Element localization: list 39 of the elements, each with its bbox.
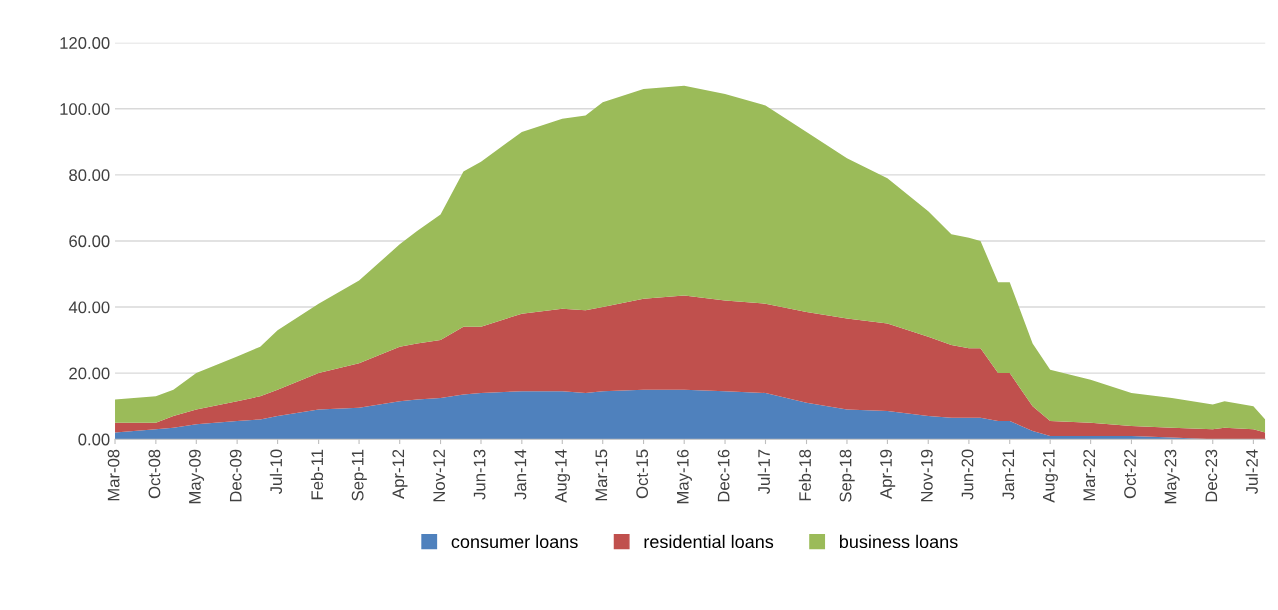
x-tick-label: Aug-21 (1042, 449, 1058, 503)
legend-label: business loans (839, 534, 958, 549)
x-tick-label: Oct-22 (1124, 449, 1136, 499)
x-tick-label: Feb-18 (798, 449, 811, 501)
x-tick-label: May-09 (188, 449, 205, 504)
x-tick-label: Jan-21 (1002, 449, 1015, 500)
x-tick-label: May-23 (1164, 449, 1180, 504)
y-tick-label: 100.00 (60, 103, 110, 115)
x-tick-label: Dec-23 (1205, 449, 1218, 502)
x-tick-label: Dec-09 (229, 449, 242, 502)
x-tick-label: Oct-15 (636, 449, 649, 499)
x-tick-label: Aug-14 (555, 449, 571, 503)
x-tick-label: Apr-19 (880, 449, 896, 499)
y-tick-label: 60.00 (69, 235, 110, 248)
x-tick-label: Apr-12 (392, 449, 408, 499)
x-tick-label: Mar-22 (1083, 449, 1096, 501)
x-tick-label: Sep-18 (839, 449, 855, 502)
x-tick-label: Dec-16 (717, 449, 730, 502)
x-tick-label: Jun-13 (473, 449, 486, 500)
x-tick-label: Oct-08 (148, 449, 161, 499)
x-tick-label: Sep-11 (351, 449, 367, 501)
x-tick-label: Jul-24 (1245, 449, 1258, 495)
y-tick-label: 0.00 (78, 433, 110, 446)
legend-label: consumer loans (451, 534, 578, 549)
x-tick-label: Mar-08 (107, 449, 120, 501)
x-tick-label: Jul-10 (269, 449, 283, 495)
x-tick-label: Nov-19 (920, 449, 933, 502)
y-tick-label: 40.00 (68, 301, 110, 314)
x-tick-label: Jan-14 (514, 449, 527, 500)
legend-label: residential loans (644, 534, 774, 549)
x-tick-label: Mar-15 (595, 449, 608, 501)
x-tick-label: Feb-11 (310, 449, 324, 500)
y-tick-label: 80.00 (69, 169, 110, 182)
x-tick-label: Jul-17 (757, 449, 770, 495)
y-tick-label: 120.00 (60, 37, 110, 49)
x-tick-label: Nov-12 (433, 449, 446, 502)
x-tick-label: Jun-20 (961, 449, 974, 500)
y-tick-label: 20.00 (69, 367, 110, 380)
x-tick-label: May-16 (676, 449, 692, 504)
